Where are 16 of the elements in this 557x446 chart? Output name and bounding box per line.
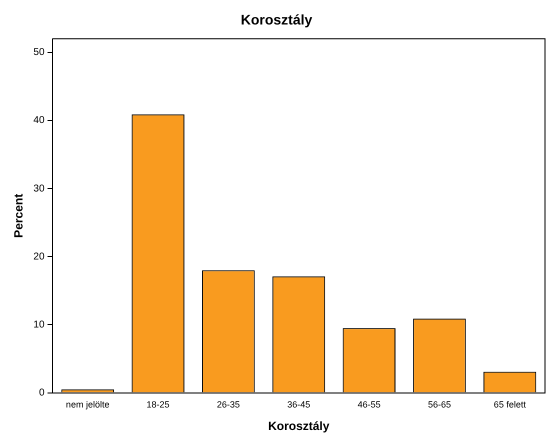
x-tick-label: 26-35 xyxy=(216,400,240,410)
y-tick-label: 40 xyxy=(33,115,45,126)
y-tick-label: 20 xyxy=(33,251,45,262)
x-tick-label: 56-65 xyxy=(428,400,451,410)
x-tick-label: 65 felett xyxy=(494,400,526,410)
x-axis-title: Korosztály xyxy=(268,419,330,434)
y-tick-label: 0 xyxy=(38,388,45,399)
x-tick-label: 36-45 xyxy=(287,400,310,410)
y-tick-label: 30 xyxy=(33,183,45,194)
x-tick-label: 18-25 xyxy=(146,400,170,410)
x-tick-label: nem jelölte xyxy=(66,400,110,410)
y-tick-label: 10 xyxy=(33,319,45,330)
chart-title: Korosztály xyxy=(240,11,312,28)
y-axis-title: Percent xyxy=(12,194,26,238)
x-tick-label: 46-55 xyxy=(358,400,381,410)
y-tick-label: 50 xyxy=(33,47,45,58)
